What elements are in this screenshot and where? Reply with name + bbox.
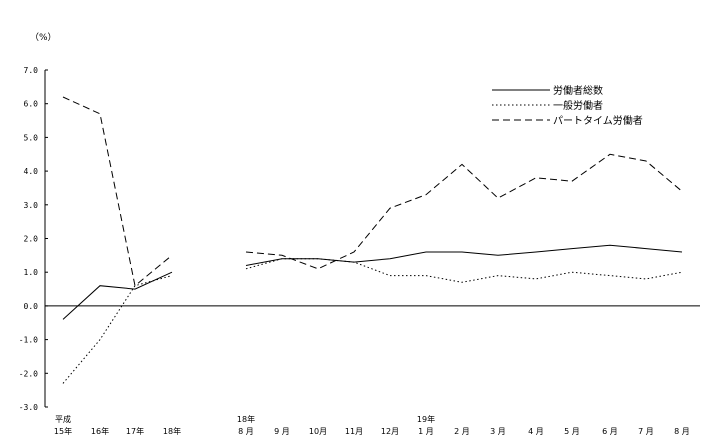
y-tick-label: 3.0 bbox=[24, 201, 39, 210]
x-tick-label: 15年 bbox=[54, 426, 72, 436]
x-tick-label-top: 平成 bbox=[55, 414, 71, 424]
y-axis-ticks: 7.0 6.0 5.0 4.0 3.0 2.0 1.0 0.0 -1.0 -2.0 -3.0 bbox=[19, 66, 48, 412]
y-tick-label: -2.0 bbox=[19, 369, 38, 378]
x-tick-label: 12月 bbox=[381, 427, 399, 436]
y-tick-label: 5.0 bbox=[24, 133, 39, 142]
x-tick-label: 2 月 bbox=[454, 427, 470, 436]
series-line-3-segment-1 bbox=[62, 96, 173, 287]
x-tick-label: 6 月 bbox=[602, 427, 618, 436]
x-tick-label: 16年 bbox=[91, 426, 109, 436]
y-tick-label: 1.0 bbox=[24, 268, 39, 277]
x-tick-label: 3 月 bbox=[490, 427, 506, 436]
y-tick-label: 7.0 bbox=[24, 66, 39, 75]
x-tick-label: 1 月 bbox=[418, 427, 434, 436]
x-tick-label: 8 月 bbox=[238, 427, 254, 436]
x-tick-label: 10月 bbox=[309, 427, 327, 436]
series-line-2-segment-2 bbox=[245, 258, 683, 283]
y-tick-label: 4.0 bbox=[24, 167, 39, 176]
x-tick-label: 18年 bbox=[163, 426, 181, 436]
x-tick-label: 5 月 bbox=[564, 427, 580, 436]
x-tick-label: 9 月 bbox=[274, 427, 290, 436]
x-tick-label: 8 月 bbox=[674, 427, 690, 436]
y-tick-label: 2.0 bbox=[24, 235, 39, 244]
y-tick-label: 6.0 bbox=[24, 100, 39, 109]
series-line-2-segment-1 bbox=[62, 275, 173, 384]
series-line-1-segment-1 bbox=[62, 271, 173, 320]
legend-label-1: 労働者総数 bbox=[553, 84, 603, 97]
y-tick-label: -3.0 bbox=[19, 403, 38, 412]
x-axis-ticks: 平成 15年 16年 17年 18年 18年 8 月 9 月 10月 11月 12月 19年 1 月 2 … bbox=[54, 414, 690, 436]
y-axis-unit-label: （%） bbox=[30, 32, 57, 43]
legend-label-2: 一般労働者 bbox=[553, 99, 603, 112]
x-tick-label: 7 月 bbox=[638, 427, 654, 436]
y-tick-label: -1.0 bbox=[19, 336, 38, 345]
y-tick-label: 0.0 bbox=[24, 302, 39, 311]
x-tick-label: 4 月 bbox=[528, 427, 544, 436]
legend-label-3: パートタイム労働者 bbox=[553, 114, 643, 127]
series-line-3-segment-2 bbox=[245, 153, 683, 270]
x-tick-label: 17年 bbox=[126, 426, 144, 436]
x-tick-label-top: 18年 bbox=[237, 414, 255, 424]
x-tick-label: 11月 bbox=[345, 427, 363, 436]
series-lines bbox=[62, 96, 683, 384]
series-line-1-segment-2 bbox=[245, 244, 683, 266]
x-tick-label-top: 19年 bbox=[417, 414, 435, 424]
